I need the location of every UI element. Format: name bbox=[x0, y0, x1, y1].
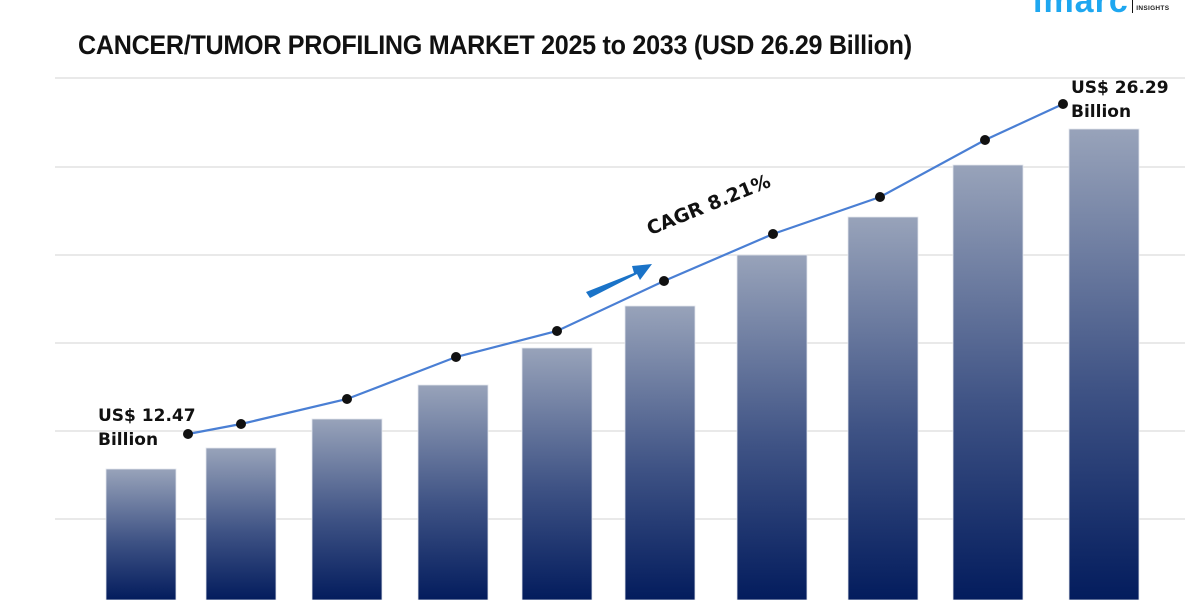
data-point-marker bbox=[875, 192, 885, 202]
data-point-marker bbox=[659, 276, 669, 286]
logo-subtitle: INSIGHTS bbox=[1136, 5, 1170, 12]
start-value-label: US$ 12.47 Billion bbox=[98, 404, 196, 452]
end-value-unit: Billion bbox=[1071, 102, 1132, 122]
end-value-amount: US$ 26.29 bbox=[1071, 78, 1169, 98]
data-point-marker bbox=[768, 229, 778, 239]
data-point-marker bbox=[552, 326, 562, 336]
data-point-marker bbox=[1058, 99, 1068, 109]
trend-line bbox=[183, 99, 1068, 439]
bars bbox=[105, 128, 1140, 600]
data-point-marker bbox=[342, 394, 352, 404]
logo-wordmark: imarc bbox=[1033, 0, 1129, 20]
end-value-label: US$ 26.29 Billion bbox=[1071, 76, 1169, 124]
bar bbox=[736, 254, 808, 600]
bar bbox=[624, 305, 696, 600]
logo-separator bbox=[1131, 0, 1134, 13]
bar bbox=[952, 164, 1024, 600]
bar bbox=[105, 468, 177, 600]
data-point-marker bbox=[236, 419, 246, 429]
imarc-logo: imarc INSIGHTS bbox=[1033, 0, 1170, 20]
bar bbox=[1068, 128, 1140, 600]
data-point-marker bbox=[980, 135, 990, 145]
data-point-marker bbox=[451, 352, 461, 362]
start-value-amount: US$ 12.47 bbox=[98, 406, 196, 426]
bar bbox=[311, 418, 383, 600]
bar bbox=[847, 216, 919, 600]
bar bbox=[417, 384, 489, 600]
chart-title: CANCER/TUMOR PROFILING MARKET 2025 to 20… bbox=[78, 30, 912, 60]
start-value-unit: Billion bbox=[98, 430, 159, 450]
data-point-marker bbox=[183, 429, 193, 439]
cagr-arrow-icon bbox=[586, 264, 652, 298]
bar bbox=[205, 447, 277, 600]
trend-polyline bbox=[187, 103, 1064, 436]
bar bbox=[521, 347, 593, 600]
